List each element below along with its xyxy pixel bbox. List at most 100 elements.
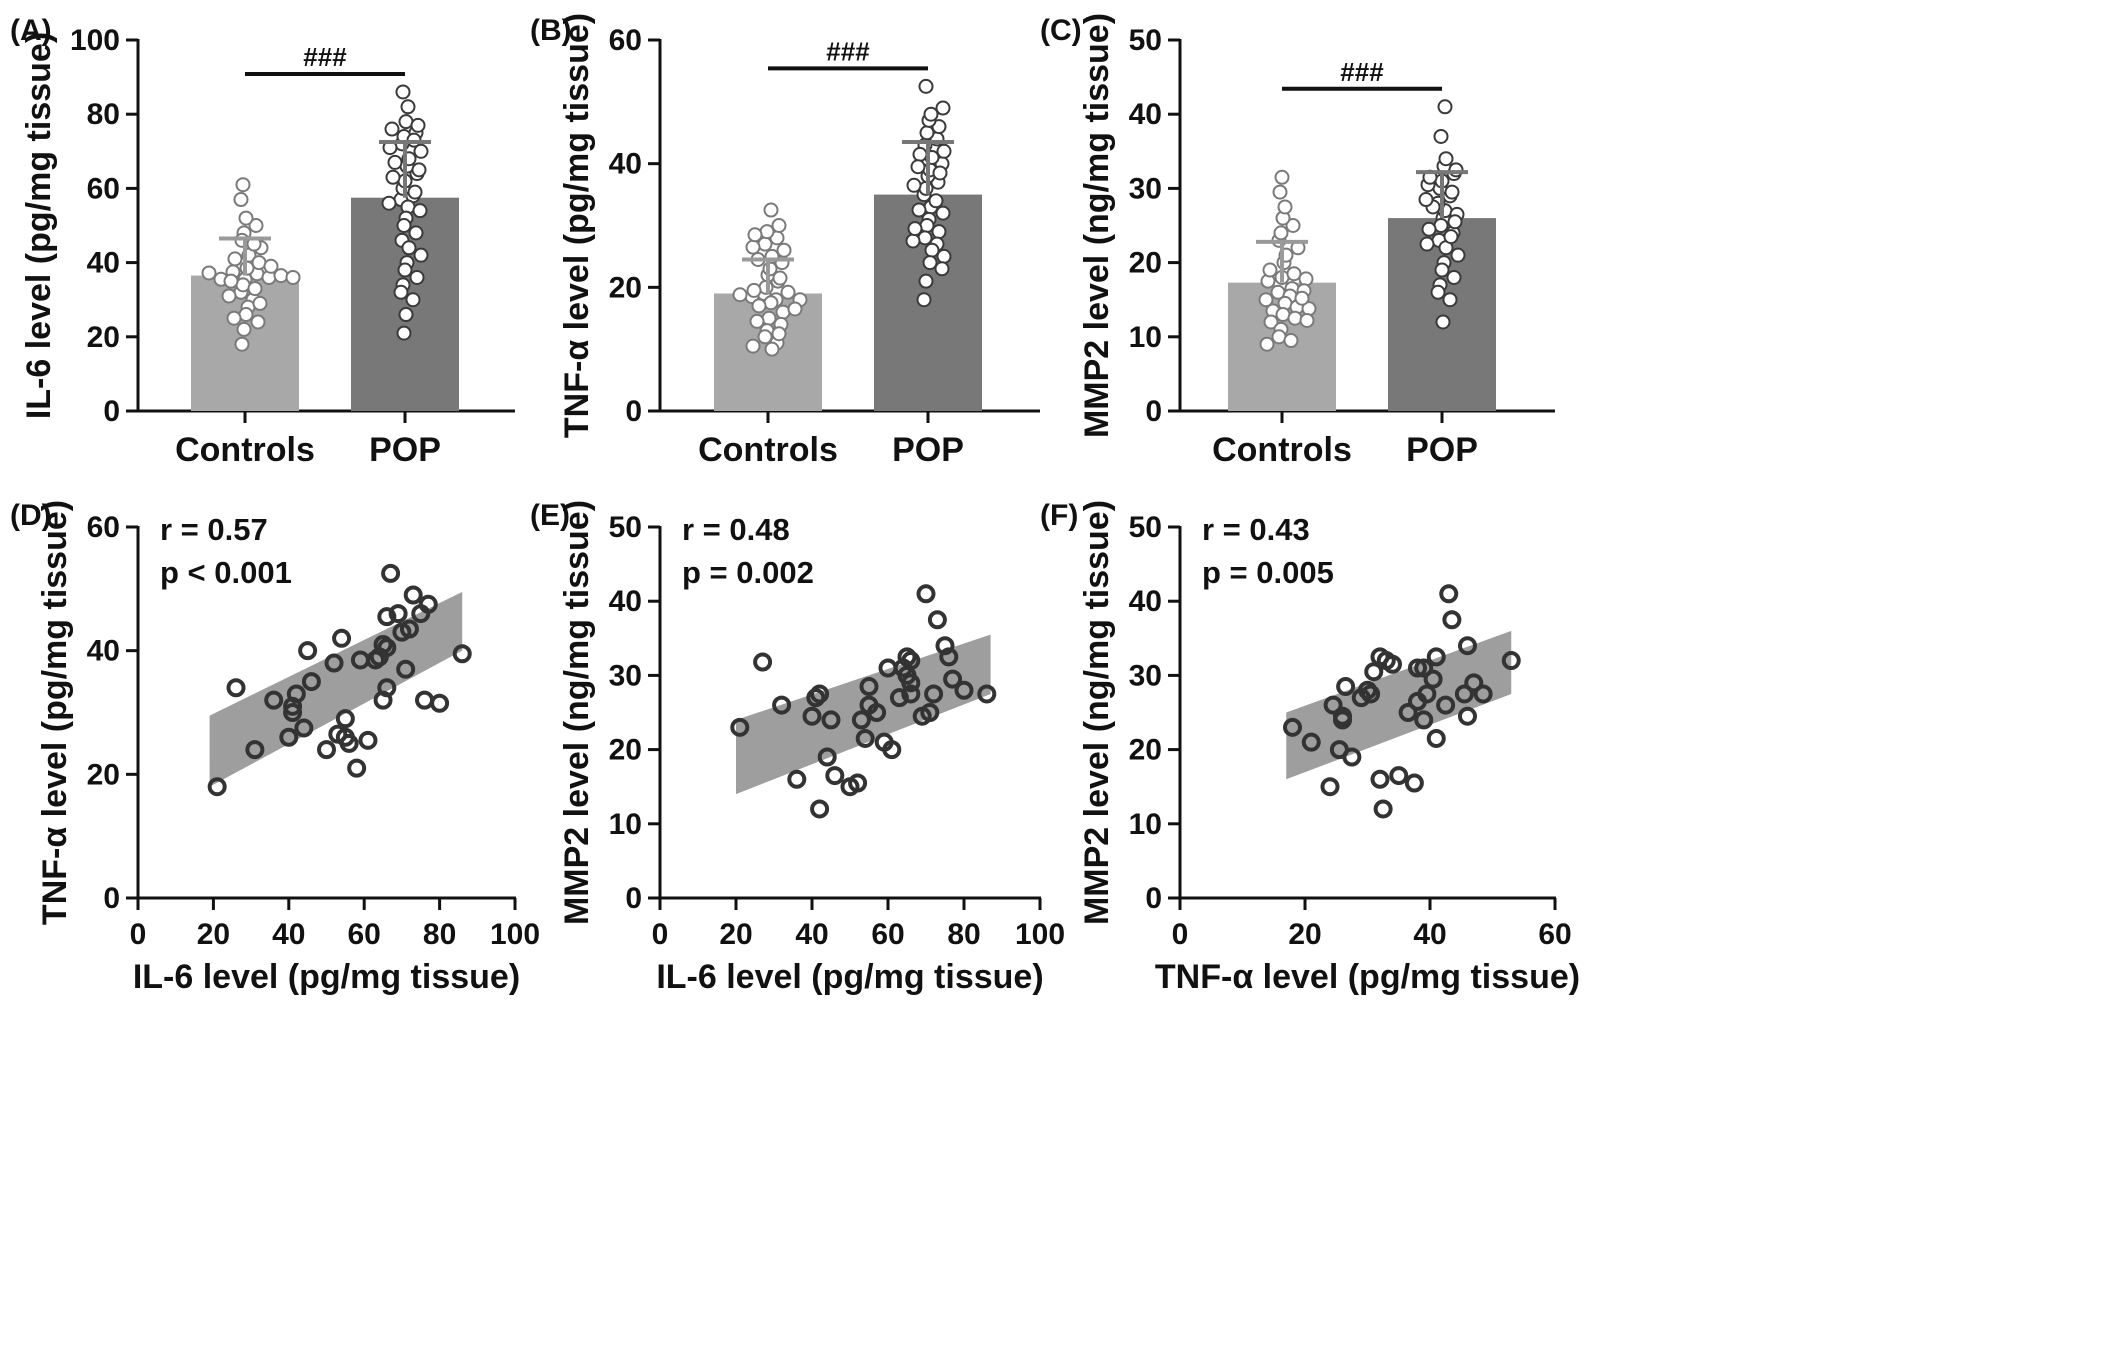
- data-point: [882, 740, 902, 760]
- data-point: [751, 298, 767, 314]
- data-point: [1283, 717, 1302, 737]
- data-point: [931, 224, 947, 240]
- data-point: [851, 710, 871, 730]
- data-point: [398, 307, 414, 323]
- x-tick-label: 100: [490, 918, 540, 951]
- data-point: [1298, 271, 1314, 287]
- data-point: [771, 218, 787, 233]
- data-point: [919, 125, 935, 141]
- category-label: POP: [892, 431, 964, 469]
- data-point: [746, 282, 762, 298]
- data-point: [403, 585, 423, 605]
- y-tick-label: 0: [103, 882, 120, 915]
- data-point: [388, 604, 408, 624]
- x-tick-label: 20: [1288, 918, 1321, 951]
- data-point: [901, 651, 921, 671]
- data-point: [1434, 262, 1450, 278]
- y-axis-title: MMP2 level (ng/mg tissue): [1078, 500, 1116, 925]
- y-tick-label: 100: [70, 24, 120, 57]
- data-point: [1443, 229, 1459, 245]
- panel-label: (B): [530, 14, 572, 47]
- data-point: [1430, 284, 1446, 300]
- data-point: [1263, 314, 1279, 330]
- data-point: [732, 287, 748, 303]
- data-point: [906, 177, 922, 193]
- category-label: Controls: [175, 431, 315, 469]
- data-point: [901, 673, 921, 693]
- data-point: [410, 117, 426, 133]
- data-point: [283, 703, 303, 722]
- stat-label: p < 0.001: [160, 555, 292, 590]
- data-point: [1414, 710, 1434, 730]
- y-axis-title: MMP2 level (ng/mg tissue): [1078, 13, 1116, 438]
- data-point: [1433, 128, 1449, 144]
- data-point: [1423, 669, 1443, 689]
- data-point: [759, 224, 775, 240]
- data-point: [294, 718, 314, 738]
- data-point: [1274, 169, 1290, 185]
- data-point: [430, 693, 450, 713]
- data-point: [821, 710, 841, 730]
- x-tick-label: 60: [1538, 918, 1571, 951]
- bar-pop: [351, 197, 459, 411]
- x-tick-label: 80: [947, 918, 980, 951]
- x-axis-title: IL-6 level (pg/mg tissue): [656, 958, 1043, 996]
- data-point: [1361, 684, 1381, 704]
- y-tick-label: 20: [1129, 734, 1162, 767]
- panel-d-scatter-plot: 0 20 40 60 TNF-α level (pg/mg tissue)(D) 0 20 4…: [10, 499, 540, 996]
- y-tick-label: 0: [1145, 882, 1162, 915]
- data-point: [1414, 658, 1434, 678]
- data-point: [335, 709, 355, 729]
- data-point: [233, 192, 249, 208]
- data-point: [418, 594, 438, 614]
- data-point: [227, 251, 243, 267]
- data-point: [1426, 728, 1446, 748]
- y-axis-title: TNF-α level (pg/mg tissue): [558, 13, 596, 438]
- data-point: [817, 747, 837, 767]
- y-tick-label: 30: [609, 659, 642, 692]
- y-tick-label: 20: [87, 321, 120, 354]
- panel-f-scatter-plot: 0 10 20 30 40 50 MMP2 level (ng/mg tissue)(F) 0…: [1040, 499, 1580, 996]
- data-point: [207, 777, 227, 797]
- data-point: [1342, 747, 1362, 767]
- x-tick-label: 40: [1413, 918, 1446, 951]
- data-point: [393, 284, 409, 300]
- data-point: [317, 740, 336, 760]
- data-point: [279, 727, 299, 747]
- data-point: [934, 261, 950, 277]
- data-point: [764, 341, 780, 357]
- data-point: [1417, 684, 1437, 704]
- y-tick-label: 40: [1129, 585, 1162, 618]
- data-point: [387, 154, 403, 170]
- data-point: [918, 78, 934, 94]
- data-point: [825, 766, 845, 786]
- data-point: [730, 717, 750, 737]
- y-tick-label: 20: [609, 734, 642, 767]
- data-point: [415, 690, 435, 710]
- data-point: [1448, 162, 1464, 178]
- y-tick-label: 0: [625, 882, 642, 915]
- data-point: [238, 210, 254, 226]
- data-point: [286, 684, 306, 704]
- data-point: [749, 313, 765, 329]
- stat-label: r = 0.57: [160, 512, 268, 547]
- data-point: [936, 248, 952, 264]
- data-point: [919, 218, 935, 233]
- data-point: [806, 688, 826, 708]
- data-point: [247, 281, 263, 297]
- panel-label: (A): [10, 14, 52, 47]
- data-point: [1389, 766, 1409, 786]
- data-point: [201, 265, 217, 281]
- data-point: [935, 636, 955, 656]
- panel-b-bar-chart: 0 20 40 60 TNF-α level (pg/mg tissue)(B) Cont…: [530, 13, 1040, 469]
- data-point: [757, 329, 773, 345]
- data-point: [772, 270, 788, 286]
- data-point: [1442, 292, 1458, 308]
- data-point: [1277, 199, 1293, 215]
- data-point: [932, 165, 948, 181]
- data-point: [411, 162, 427, 178]
- x-tick-label: 60: [871, 918, 904, 951]
- data-point: [1286, 266, 1302, 282]
- data-point: [400, 99, 416, 115]
